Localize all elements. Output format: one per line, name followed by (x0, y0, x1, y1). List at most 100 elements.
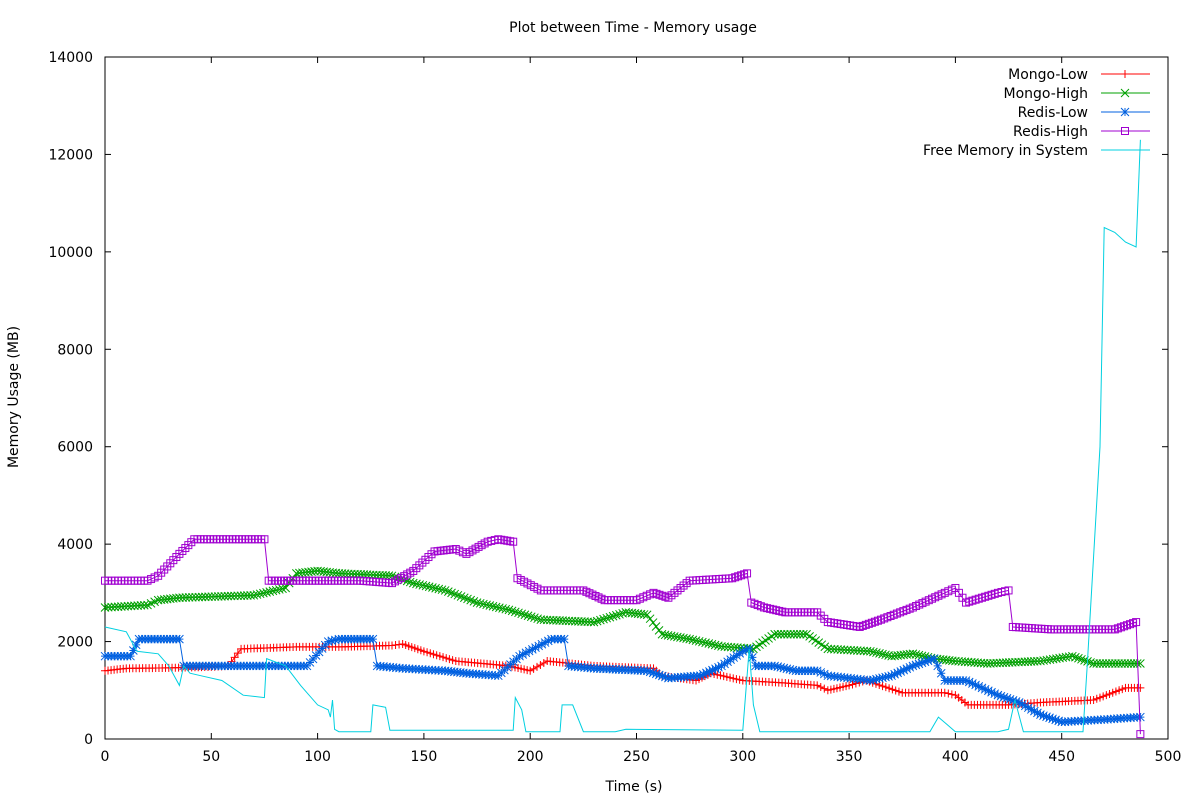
data-point (448, 656, 457, 665)
data-point (1104, 659, 1114, 668)
data-point (510, 607, 520, 617)
data-point (734, 572, 743, 581)
x-tick-label: 500 (1155, 749, 1182, 765)
data-point (435, 652, 444, 661)
data-point (175, 634, 184, 644)
data-point (654, 670, 664, 680)
data-point (705, 667, 714, 676)
data-point (859, 646, 869, 656)
data-point (534, 641, 544, 651)
data-point (330, 635, 340, 645)
data-point (741, 645, 751, 655)
data-point (728, 574, 737, 583)
data-point (792, 629, 802, 639)
data-point (504, 605, 514, 615)
data-point (732, 651, 742, 660)
data-point (852, 646, 862, 655)
data-point (1045, 713, 1054, 723)
data-point (1030, 706, 1039, 716)
data-point (233, 591, 242, 601)
data-point (1011, 697, 1021, 706)
data-point (1089, 659, 1098, 668)
data-point (723, 657, 732, 667)
series-free-memory-in-system (104, 139, 1141, 733)
data-point (608, 611, 618, 621)
data-point (1039, 711, 1048, 721)
data-point (540, 638, 550, 647)
data-point (507, 606, 517, 616)
data-point (964, 677, 974, 687)
data-point (839, 645, 849, 655)
data-point (1118, 685, 1127, 694)
data-point (103, 602, 113, 612)
data-point (1099, 692, 1108, 701)
legend-label: Mongo-High (1004, 86, 1088, 102)
series-redis-low (100, 634, 1145, 727)
data-point (711, 664, 720, 674)
data-point (1002, 693, 1012, 703)
data-point (726, 673, 735, 682)
data-point (281, 583, 291, 593)
data-point (848, 680, 857, 689)
data-point (509, 537, 518, 546)
data-point (445, 655, 454, 664)
data-point (893, 668, 903, 678)
data-point (786, 629, 795, 639)
data-point (1136, 683, 1145, 692)
y-tick-label: 6000 (57, 440, 93, 456)
data-point (642, 666, 652, 676)
data-point (642, 610, 652, 620)
data-point (181, 593, 191, 602)
data-point (197, 592, 207, 602)
data-point (100, 603, 110, 612)
data-point (717, 661, 726, 671)
data-point (776, 629, 786, 639)
data-point (453, 590, 463, 600)
data-point (1101, 659, 1111, 668)
data-point (968, 679, 977, 688)
data-point (878, 673, 887, 683)
data-point (459, 593, 469, 603)
data-point (426, 649, 435, 658)
data-point (737, 571, 746, 580)
data-point (866, 676, 875, 685)
data-point (1132, 618, 1141, 627)
data-point (615, 609, 624, 619)
data-point (310, 566, 319, 576)
data-point (789, 629, 799, 639)
y-tick-label: 0 (84, 732, 93, 748)
data-point (602, 613, 612, 623)
data-point (722, 672, 731, 681)
data-point (713, 670, 722, 679)
data-point (732, 675, 741, 684)
data-point (990, 689, 1000, 699)
legend: Mongo-Low Mongo-High Redis-Low Redis-High Fr… (923, 67, 1150, 159)
data-point (816, 668, 826, 677)
data-point (738, 646, 748, 656)
data-point (902, 664, 912, 674)
data-point (194, 592, 204, 602)
data-point (117, 602, 126, 611)
data-point (178, 593, 187, 602)
data-point (1008, 696, 1018, 705)
data-point (128, 646, 138, 655)
data-point (720, 659, 729, 669)
data-point (1120, 88, 1130, 98)
data-point (872, 674, 881, 684)
x-tick-label: 400 (942, 749, 969, 765)
data-point (543, 636, 553, 646)
data-point (514, 608, 523, 618)
data-point (947, 690, 956, 699)
data-point (658, 591, 667, 600)
data-point (524, 646, 534, 656)
data-point (226, 591, 236, 601)
data-point (184, 593, 194, 602)
data-point (782, 664, 792, 674)
legend-label: Mongo-Low (1008, 67, 1088, 83)
data-point (531, 643, 540, 653)
data-point (223, 591, 233, 601)
y-tick-label: 14000 (48, 50, 93, 66)
data-point (1005, 694, 1015, 704)
data-point (657, 671, 667, 681)
data-point (139, 600, 149, 610)
